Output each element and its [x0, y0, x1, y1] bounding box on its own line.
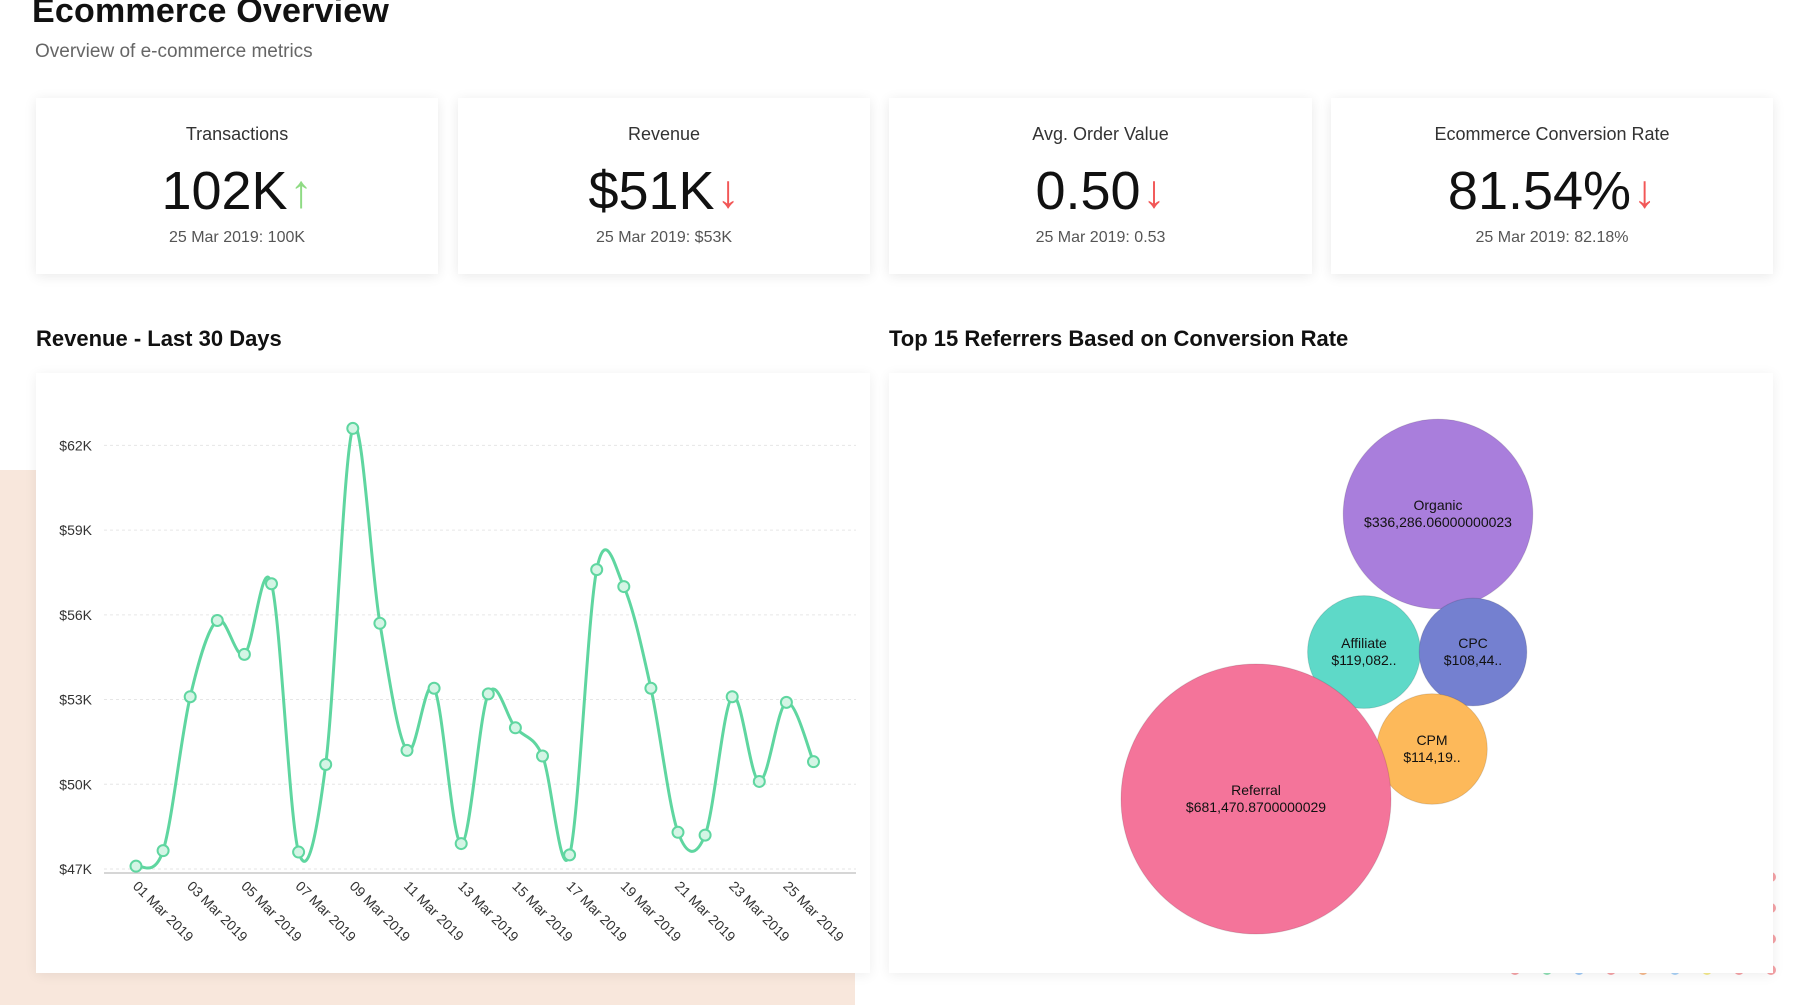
bubble-name-label: Referral	[1231, 782, 1281, 798]
kpi-comparison: 25 Mar 2019: 100K	[168, 229, 306, 246]
bubble-circle	[1120, 663, 1392, 935]
kpi-card-transactions[interactable]: Transactions 102K↑ 25 Mar 2019: 100K	[36, 98, 438, 274]
bubble-circle	[1342, 418, 1534, 610]
kpi-value: $51K↓	[588, 161, 740, 221]
data-point[interactable]	[454, 837, 468, 851]
data-point[interactable]	[807, 755, 820, 769]
y-tick-label: $50K	[59, 776, 92, 792]
y-tick-label: $53K	[59, 692, 92, 708]
kpi-comparison: 25 Mar 2019: 0.53	[1035, 229, 1166, 246]
referrers-chart-card: Organic $336,286.06000000023 Affiliate $119…	[889, 373, 1773, 973]
data-point[interactable]	[590, 563, 604, 577]
kpi-value: 81.54%↓	[1447, 161, 1657, 221]
revenue-chart-title: Revenue - Last 30 Days	[36, 326, 282, 351]
bubble-organic[interactable]: Organic$336,286.06000000023	[1342, 418, 1534, 610]
data-point[interactable]	[400, 743, 414, 757]
trend-down-arrow-icon: ↓	[1633, 165, 1657, 217]
data-point[interactable]	[156, 844, 170, 858]
data-point[interactable]	[183, 690, 197, 704]
kpi-label: Revenue	[627, 124, 701, 144]
page-subtitle: Overview of e-commerce metrics	[35, 41, 313, 62]
bubble-value-label: $681,470.8700000029	[1186, 799, 1326, 815]
data-point[interactable]	[346, 421, 360, 435]
kpi-value: 0.50↓	[1035, 161, 1166, 221]
kpi-card-avg-order-value[interactable]: Avg. Order Value 0.50↓ 25 Mar 2019: 0.53	[889, 98, 1312, 274]
data-point[interactable]	[129, 859, 143, 873]
y-tick-label: $59K	[59, 522, 92, 538]
data-point[interactable]	[644, 681, 658, 695]
bubble-value-label: $336,286.06000000023	[1364, 514, 1512, 530]
data-point[interactable]	[210, 613, 224, 627]
bubble-name-label: CPM	[1416, 732, 1447, 748]
data-point[interactable]	[617, 580, 631, 594]
y-tick-label: $62K	[59, 437, 92, 453]
page-title: Ecommerce Overview	[32, 0, 390, 30]
trend-up-arrow-icon: ↑	[289, 165, 313, 217]
bubble-value-label: $119,082..	[1331, 652, 1396, 668]
bubble-value-label: $114,19..	[1403, 749, 1460, 765]
data-point[interactable]	[671, 825, 685, 839]
trend-down-arrow-icon: ↓	[716, 165, 740, 217]
kpi-card-conversion-rate[interactable]: Ecommerce Conversion Rate 81.54%↓ 25 Mar…	[1331, 98, 1773, 274]
referrers-bubble-chart[interactable]: Organic$336,286.06000000023Affiliate$119…	[889, 373, 1773, 973]
kpi-card-revenue[interactable]: Revenue $51K↓ 25 Mar 2019: $53K	[458, 98, 870, 274]
data-point[interactable]	[508, 721, 522, 735]
bubble-name-label: CPC	[1458, 635, 1488, 651]
bubble-circle	[1418, 597, 1528, 707]
revenue-chart-card: $47K $50K $53K $56K $59K $62K 01 Mar 2019 03 Ma…	[36, 373, 870, 973]
data-point[interactable]	[536, 749, 549, 763]
kpi-label: Ecommerce Conversion Rate	[1434, 124, 1670, 144]
data-point[interactable]	[725, 690, 739, 704]
revenue-series-line	[135, 424, 815, 870]
bubble-name-label: Organic	[1413, 497, 1462, 513]
bubble-name-label: Affiliate	[1341, 635, 1387, 651]
data-point[interactable]	[427, 681, 441, 695]
kpi-value: 102K↑	[161, 161, 313, 221]
bubble-value-label: $108,44..	[1444, 652, 1502, 668]
data-point[interactable]	[237, 647, 251, 661]
kpi-label: Transactions	[185, 124, 289, 144]
trend-down-arrow-icon: ↓	[1142, 165, 1166, 217]
data-point[interactable]	[779, 695, 793, 709]
kpi-comparison: 25 Mar 2019: 82.18%	[1475, 229, 1629, 246]
data-point[interactable]	[481, 687, 495, 701]
bubble-affiliate[interactable]: Affiliate$119,082..	[1307, 595, 1421, 709]
bubble-referral[interactable]: Referral$681,470.8700000029	[1120, 663, 1392, 935]
referrers-chart-title: Top 15 Referrers Based on Conversion Rat…	[889, 326, 1349, 351]
kpi-comparison: 25 Mar 2019: $53K	[595, 229, 733, 246]
data-point[interactable]	[265, 577, 278, 591]
y-tick-label: $56K	[59, 607, 92, 623]
data-point[interactable]	[563, 848, 577, 862]
bubble-cpc[interactable]: CPC$108,44..	[1418, 597, 1528, 707]
data-point[interactable]	[698, 828, 712, 842]
data-point[interactable]	[373, 616, 387, 630]
kpi-label: Avg. Order Value	[1032, 124, 1169, 144]
y-tick-label: $47K	[59, 861, 92, 877]
data-point[interactable]	[292, 845, 306, 859]
data-point[interactable]	[752, 774, 766, 788]
data-point[interactable]	[319, 758, 333, 772]
bubble-cpm[interactable]: CPM$114,19..	[1376, 693, 1488, 805]
